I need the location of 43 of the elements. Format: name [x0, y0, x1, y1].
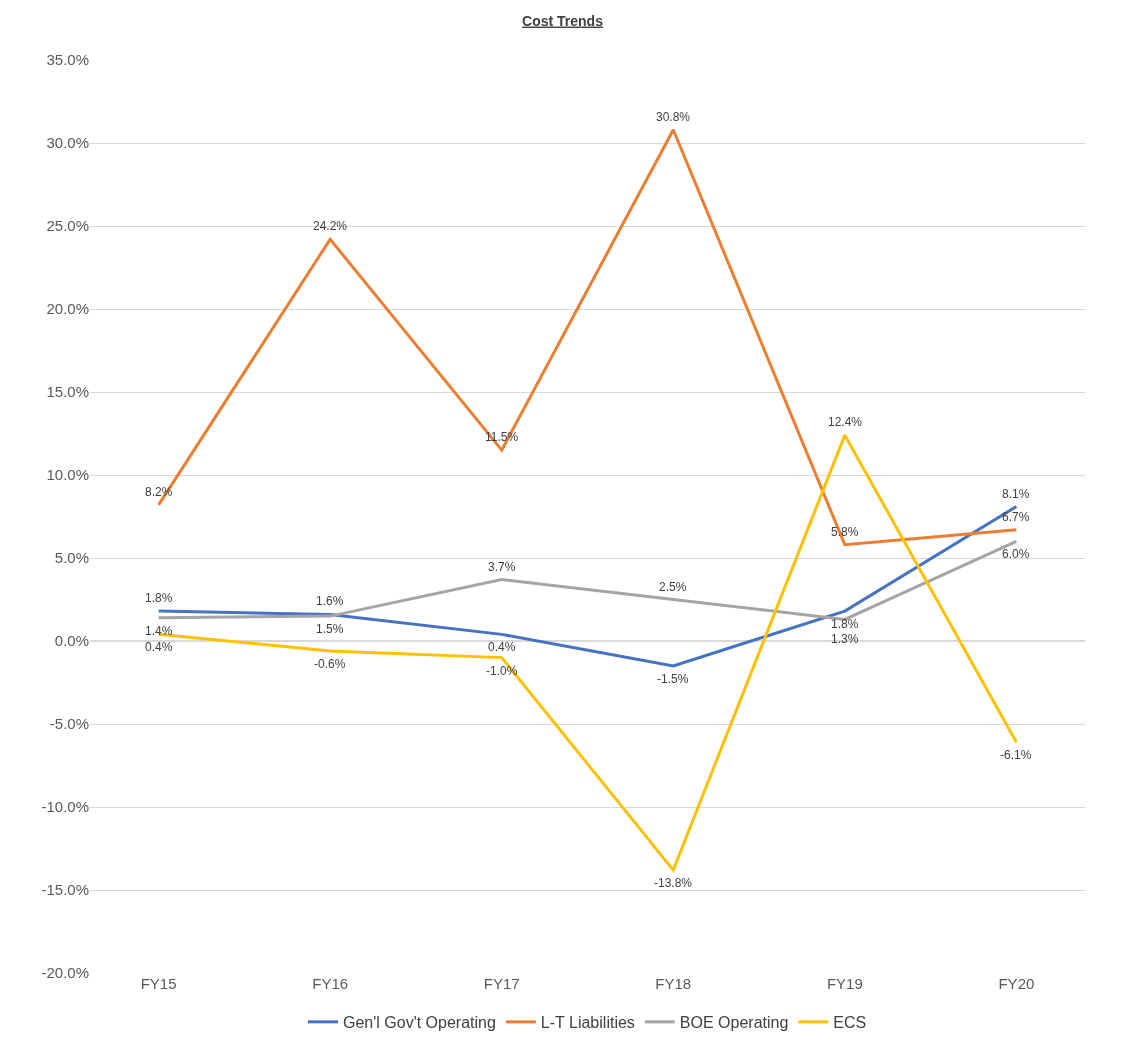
legend-label: Gen'l Gov't Operating — [343, 1014, 496, 1032]
y-tick-label: -5.0% — [49, 715, 89, 733]
y-tick-label: 35.0% — [46, 51, 89, 69]
data-label: 3.7% — [488, 560, 516, 574]
y-tick-label: -10.0% — [41, 798, 89, 816]
data-label: 6.0% — [1002, 547, 1030, 561]
data-label: 0.4% — [145, 640, 173, 654]
y-tick-label: 15.0% — [46, 383, 89, 401]
data-label: 1.4% — [145, 624, 173, 638]
x-tick-label: FY16 — [312, 975, 349, 992]
y-tick-label: -20.0% — [41, 964, 89, 982]
x-tick-label: FY18 — [655, 975, 692, 992]
y-tick-label: 10.0% — [46, 466, 89, 484]
legend-label: L-T Liabilities — [540, 1014, 635, 1032]
data-label: 2.5% — [659, 580, 687, 594]
y-tick-label: 20.0% — [46, 300, 89, 318]
data-label: 30.8% — [656, 110, 691, 124]
data-label: 12.4% — [828, 415, 863, 429]
y-tick-label: 0.0% — [54, 632, 89, 650]
data-label: 24.2% — [313, 219, 348, 233]
y-tick-label: -15.0% — [41, 881, 89, 899]
legend-label: ECS — [833, 1014, 867, 1032]
x-tick-label: FY15 — [140, 975, 177, 992]
data-label: 8.1% — [1002, 487, 1030, 501]
data-label: 1.3% — [831, 632, 859, 646]
y-tick-label: 25.0% — [46, 217, 89, 235]
x-tick-label: FY20 — [998, 975, 1035, 992]
data-label: 1.8% — [831, 617, 859, 631]
y-tick-label: 5.0% — [54, 549, 89, 567]
data-label: -13.8% — [654, 876, 693, 890]
data-label: 0.4% — [488, 640, 516, 654]
legend-label: BOE Operating — [679, 1014, 789, 1032]
data-label: -0.6% — [314, 657, 346, 671]
chart-title: Cost Trends — [522, 12, 604, 29]
data-label: 1.5% — [316, 622, 344, 636]
y-tick-label: 30.0% — [46, 134, 89, 152]
data-label: 6.7% — [1002, 510, 1030, 524]
x-tick-label: FY17 — [483, 975, 520, 992]
data-label: -1.5% — [657, 672, 689, 686]
data-label: 1.8% — [145, 591, 173, 605]
data-label: 1.6% — [316, 594, 344, 608]
x-tick-label: FY19 — [826, 975, 863, 992]
data-label: -6.1% — [1000, 748, 1032, 762]
